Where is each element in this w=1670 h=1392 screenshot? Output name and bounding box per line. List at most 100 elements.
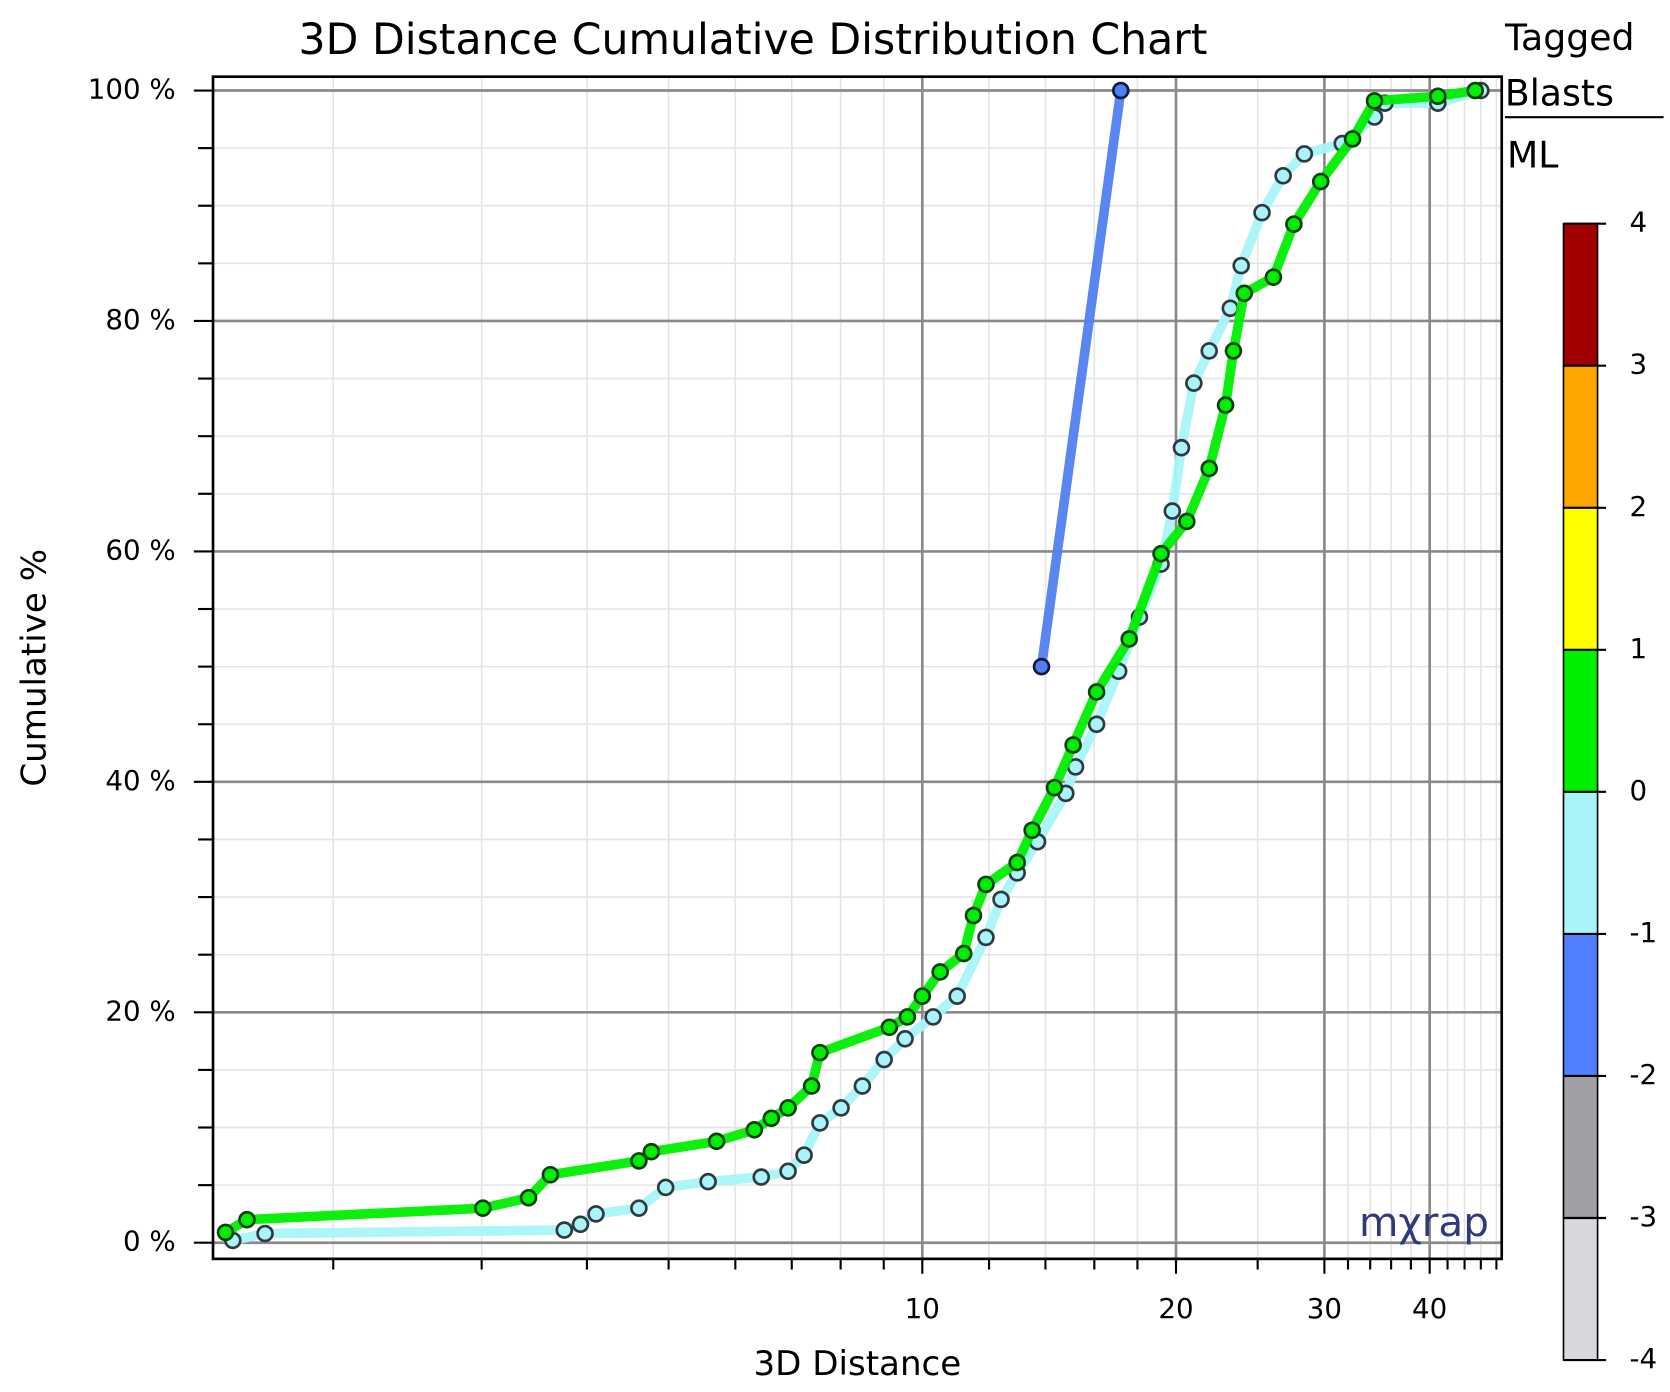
x-tick-label: 40 <box>1412 1292 1447 1325</box>
point-marker <box>954 944 973 963</box>
x-tick-label: 10 <box>905 1292 940 1325</box>
point-marker <box>630 1199 648 1217</box>
colorbar-tick-label: -1 <box>1630 916 1658 949</box>
point-marker <box>1253 203 1271 222</box>
watermark: mχrap <box>1359 1198 1489 1246</box>
point-marker <box>1032 657 1051 676</box>
point-marker <box>587 1205 605 1223</box>
point-marker <box>1064 736 1082 754</box>
point-marker <box>832 1099 850 1117</box>
point-marker <box>1295 145 1314 163</box>
point-marker <box>875 1050 893 1069</box>
legend-subtitle: ML <box>1507 134 1558 177</box>
point-marker <box>1152 544 1170 563</box>
plot <box>216 81 1490 1250</box>
point-marker <box>238 1210 256 1229</box>
point-marker <box>1045 778 1064 797</box>
colorbar-band <box>1562 649 1599 793</box>
point-marker <box>571 1215 590 1234</box>
point-marker <box>1087 715 1106 734</box>
point-marker <box>1221 299 1240 318</box>
y-tick-label: 0 % <box>123 1225 176 1258</box>
point-marker <box>1232 256 1250 275</box>
point-marker <box>913 987 932 1005</box>
colorbar-tick-label: -3 <box>1630 1200 1658 1233</box>
point-marker <box>656 1178 675 1197</box>
point-marker <box>1200 459 1218 478</box>
point-marker <box>630 1152 648 1170</box>
point-marker <box>519 1189 538 1207</box>
point-marker <box>216 1223 235 1242</box>
point-marker <box>1120 630 1138 648</box>
point-marker <box>642 1142 661 1161</box>
point-marker <box>1023 821 1041 840</box>
colorbar-band <box>1562 222 1599 367</box>
point-marker <box>977 875 995 894</box>
colorbar-tick-label: 1 <box>1630 632 1648 665</box>
colorbar-tick-label: 2 <box>1630 490 1648 523</box>
point-marker <box>752 1168 771 1186</box>
colorbar-band <box>1562 791 1599 935</box>
point-marker <box>1235 284 1254 303</box>
point-marker <box>795 1146 813 1164</box>
point-marker <box>931 963 949 981</box>
point-marker <box>1365 92 1384 110</box>
point-marker <box>1264 268 1283 286</box>
x-tick-label: 30 <box>1307 1292 1342 1325</box>
point-marker <box>948 987 966 1005</box>
point-marker <box>707 1132 726 1151</box>
point-marker <box>779 1162 797 1181</box>
x-axis-label: 3D Distance <box>753 1344 961 1384</box>
colorbar-tick-label: 3 <box>1630 348 1648 381</box>
point-marker <box>898 1008 917 1026</box>
point-marker <box>1185 374 1203 392</box>
point-marker <box>1343 130 1362 148</box>
y-tick-label: 40 % <box>105 764 175 797</box>
colorbar-tick-label: -2 <box>1630 1058 1658 1091</box>
point-marker <box>811 1043 829 1062</box>
colorbar-tick-label: 4 <box>1630 206 1648 239</box>
colorbar-band <box>1562 1075 1599 1219</box>
point-marker <box>1224 342 1243 360</box>
point-marker <box>1172 438 1191 457</box>
grid <box>193 76 1502 1274</box>
point-marker <box>811 1114 829 1132</box>
point-marker <box>762 1109 781 1128</box>
series-line <box>1036 85 1126 672</box>
point-marker <box>924 1008 942 1026</box>
point-marker <box>745 1121 764 1139</box>
point-marker <box>256 1224 274 1243</box>
y-tick-label: 60 % <box>105 533 175 566</box>
point-marker <box>1311 172 1330 191</box>
colorbar-band <box>1562 1217 1599 1361</box>
x-tick-label: 20 <box>1158 1292 1193 1325</box>
point-marker <box>896 1030 914 1048</box>
point-marker <box>1008 853 1026 872</box>
point-marker <box>474 1199 492 1217</box>
colorbar-band <box>1562 506 1599 651</box>
legend-title: Tagged Blasts <box>1504 17 1635 116</box>
point-marker <box>779 1099 797 1117</box>
point-marker <box>992 890 1010 909</box>
legend-title-box: Tagged Blasts <box>1504 17 1635 116</box>
y-axis-label: Cumulative % <box>15 549 55 787</box>
y-tick-label: 80 % <box>105 303 175 336</box>
point-marker <box>802 1077 821 1095</box>
point-marker <box>1466 81 1485 100</box>
colorbar-band <box>1562 364 1599 509</box>
point-marker <box>964 906 983 925</box>
plot-frame <box>211 75 1504 1261</box>
point-marker <box>1216 396 1235 414</box>
colorbar: 4 3 2 1 0 -1 -2 -3 -4 <box>1562 206 1658 1375</box>
point-marker <box>1285 215 1303 233</box>
point-marker <box>555 1221 574 1239</box>
colorbar-band <box>1562 933 1599 1077</box>
point-marker <box>977 928 995 947</box>
point-marker <box>853 1077 872 1095</box>
point-marker <box>1178 512 1196 531</box>
point-marker <box>1200 342 1218 360</box>
point-marker <box>1429 87 1447 106</box>
